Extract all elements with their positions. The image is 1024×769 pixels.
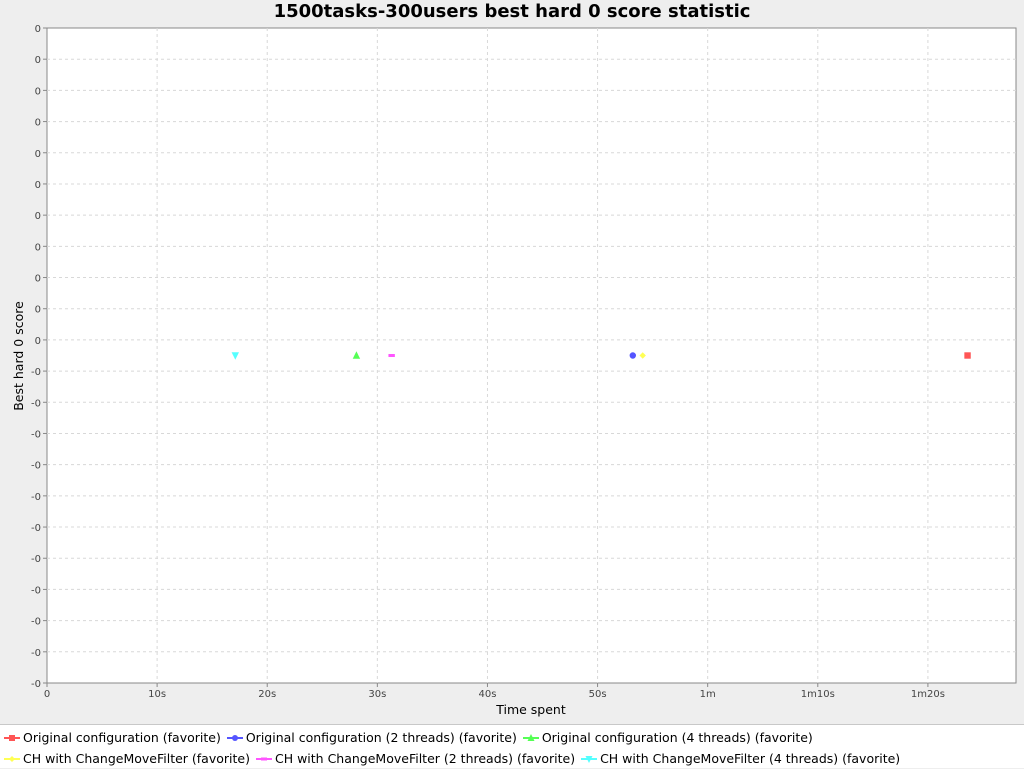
chart-svg: 0 10s 20s 30s 40s 50s 1m 1m10s 1m20s00000000000-… <box>11 24 1017 717</box>
x-tick-label: 40s <box>478 689 496 700</box>
x-tick-label: 30s <box>368 689 386 700</box>
y-tick-label: 0 <box>35 149 41 160</box>
x-tick-label: 0 <box>44 689 50 700</box>
x-tick-label: 1m20s <box>911 689 945 700</box>
data-point <box>639 352 646 359</box>
legend-label: Original configuration (4 threads) (favo… <box>541 730 813 745</box>
legend-row: Original configuration (favorite) Origina… <box>4 727 1024 748</box>
legend-swatch <box>4 734 20 741</box>
legend-item: Original configuration (favorite) <box>4 730 221 745</box>
legend: Original configuration (favorite) Origina… <box>0 724 1024 768</box>
legend-item: CH with ChangeMoveFilter (favorite) <box>4 751 250 766</box>
x-tick-label: 1m10s <box>801 689 835 700</box>
legend-swatch <box>581 755 598 763</box>
y-tick-label: -0 <box>31 367 41 378</box>
data-point <box>964 352 971 359</box>
y-tick-label: -0 <box>31 554 41 565</box>
legend-swatch <box>226 734 243 741</box>
y-tick-label: -0 <box>31 461 41 472</box>
y-tick-label: 0 <box>35 305 41 316</box>
y-tick-label: -0 <box>31 585 41 596</box>
x-tick-label: 20s <box>258 689 276 700</box>
y-tick-label: 0 <box>35 336 41 347</box>
legend-label: CH with ChangeMoveFilter (4 threads) (fa… <box>600 751 901 766</box>
data-point <box>388 354 395 357</box>
legend-label: Original configuration (2 threads) (favo… <box>245 730 517 745</box>
y-tick-label: 0 <box>35 86 41 97</box>
legend-label: CH with ChangeMoveFilter (favorite) <box>23 751 250 766</box>
legend-label: CH with ChangeMoveFilter (2 threads) (fa… <box>274 751 576 766</box>
x-tick-label: 1m <box>700 689 716 700</box>
y-tick-label: 0 <box>35 274 41 285</box>
y-tick-label: -0 <box>31 648 41 659</box>
data-point <box>629 352 637 359</box>
y-tick-label: 0 <box>35 24 41 35</box>
x-axis-label: Time spent <box>495 702 566 717</box>
data-point <box>352 351 361 359</box>
y-tick-label: -0 <box>31 679 41 690</box>
y-tick-label: 0 <box>35 242 41 253</box>
y-tick-label: -0 <box>31 492 41 503</box>
y-tick-label: 0 <box>35 118 41 129</box>
x-tick-label: 50s <box>589 689 607 700</box>
legend-swatch <box>255 757 272 760</box>
plot-background <box>46 27 1017 684</box>
data-point <box>231 352 239 360</box>
legend-item: CH with ChangeMoveFilter (4 threads) (fa… <box>581 751 900 766</box>
y-tick-label: -0 <box>31 523 41 534</box>
legend-item: CH with ChangeMoveFilter (2 threads) (fa… <box>255 751 576 766</box>
y-tick-label: -0 <box>31 617 41 628</box>
legend-swatch <box>4 755 20 762</box>
legend-row: CH with ChangeMoveFilter (favorite) CH wi… <box>4 748 1024 769</box>
x-tick-label: 10s <box>148 689 166 700</box>
chart-title: 1500tasks-300users best hard 0 score sta… <box>273 1 751 22</box>
y-tick-label: 0 <box>35 211 41 222</box>
legend-label: Original configuration (favorite) <box>23 730 221 745</box>
y-tick-label: -0 <box>31 429 41 440</box>
plot-area: 0 10s 20s 30s 40s 50s 1m 1m10s 1m20s00000000000-… <box>31 24 1017 700</box>
y-axis-label: Best hard 0 score <box>11 301 26 411</box>
legend-swatch <box>522 733 539 741</box>
y-tick-label: -0 <box>31 398 41 409</box>
y-tick-label: 0 <box>35 180 41 191</box>
y-tick-label: 0 <box>35 55 41 66</box>
legend-item: Original configuration (4 threads) (favo… <box>522 730 813 745</box>
legend-item: Original configuration (2 threads) (favo… <box>226 730 517 745</box>
